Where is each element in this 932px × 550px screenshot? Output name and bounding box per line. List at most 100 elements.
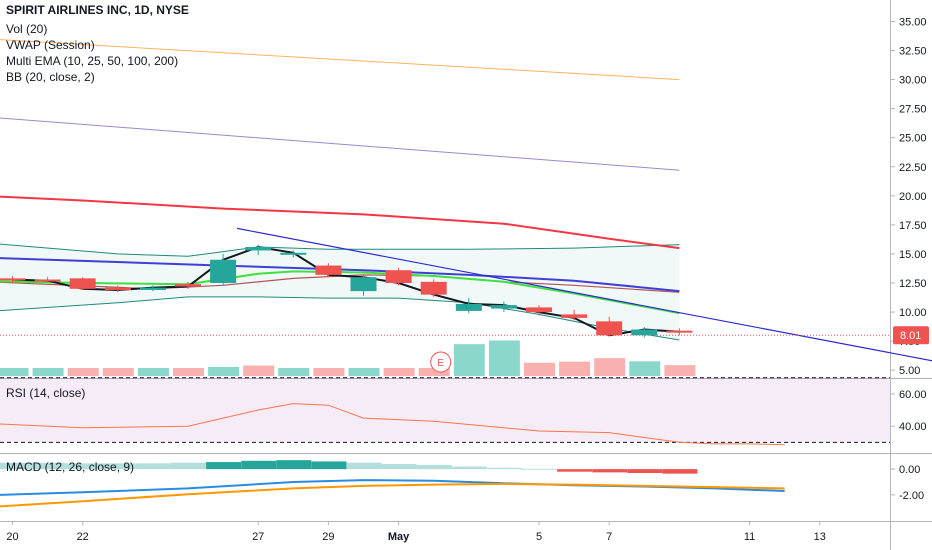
earnings-marker: [430, 351, 452, 373]
rsi-label[interactable]: RSI (14, close): [6, 386, 86, 400]
volume-bar: [102, 368, 134, 376]
date-tick-label: 29: [322, 531, 334, 543]
volume-bar: [418, 368, 450, 376]
candle-body: [175, 284, 201, 287]
volume-bar: [67, 368, 99, 376]
volume-bar: [348, 368, 380, 376]
macd-histogram-bar: [451, 466, 487, 470]
volume-bar: [488, 340, 520, 376]
volume-bar: [594, 358, 626, 376]
volume-bar: [629, 361, 661, 376]
ema-line: [0, 117, 680, 171]
candle-body: [0, 278, 26, 281]
bollinger-upper-line: [0, 243, 680, 257]
date-tick-label: 11: [744, 531, 755, 543]
volume-bar: [0, 368, 29, 376]
study-multi-ema[interactable]: Multi EMA (10, 25, 50, 100, 200): [6, 54, 179, 68]
bollinger-band-fill: [0, 244, 680, 340]
bollinger-lower-line: [0, 296, 680, 341]
candle-body: [490, 305, 517, 309]
volume-bar: [383, 368, 415, 376]
macd-histogram-bar: [241, 460, 277, 470]
candle-body: [210, 259, 237, 283]
candle-body: [245, 246, 272, 251]
trendline: [236, 227, 932, 362]
volume-bar: [278, 368, 310, 376]
macd-histogram-bar: [662, 469, 698, 474]
price-tick-label: 22.50: [899, 162, 927, 174]
price-tick-label: 27.50: [899, 104, 927, 116]
volume-bar: [664, 365, 696, 376]
date-tick-label: 5: [536, 531, 542, 543]
ema-line: [0, 39, 680, 81]
macd-tick-label: -2.00: [899, 490, 924, 502]
study-bollinger[interactable]: BB (20, close, 2): [6, 70, 95, 84]
date-tick-label: May: [388, 531, 410, 543]
volume-bar: [208, 366, 240, 376]
chart-title: SPIRIT AIRLINES INC, 1D, NYSE: [6, 3, 189, 17]
macd-histogram-bar: [522, 468, 557, 470]
study-vwap[interactable]: VWAP (Session): [6, 38, 95, 52]
rsi-tick-label: 40.00: [899, 421, 927, 433]
macd-label[interactable]: MACD (12, 26, close, 9): [6, 460, 135, 474]
price-tick-label: 15.00: [899, 249, 927, 261]
macd-histogram-bar: [206, 462, 242, 470]
price-tick-label: 5.00: [899, 365, 920, 377]
volume-bar: [173, 368, 204, 376]
volume-bar: [559, 361, 591, 376]
macd-histogram-bar: [416, 465, 452, 470]
macd-histogram-bar: [171, 462, 206, 470]
last-price-label: 8.01: [900, 330, 921, 342]
macd-histogram-bar: [346, 462, 382, 470]
candle-body: [34, 279, 61, 282]
price-tick-label: 35.00: [899, 16, 927, 28]
study-volume[interactable]: Vol (20): [6, 22, 48, 36]
candle-body: [69, 278, 96, 289]
macd-histogram-bar: [30, 462, 66, 470]
rsi-tick-label: 60.00: [899, 389, 927, 401]
date-tick-label: 13: [814, 531, 826, 543]
date-tick-label: 20: [6, 531, 18, 543]
ema-line: [0, 257, 680, 293]
date-tick-label: 27: [252, 531, 264, 543]
macd-signal-line: [0, 482, 785, 508]
macd-histogram-bar: [0, 462, 31, 470]
volume-bar: [243, 365, 275, 376]
macd-histogram-bar: [592, 469, 628, 473]
candle-body: [666, 330, 693, 333]
volume-bar: [524, 362, 555, 376]
candle-body: [104, 287, 131, 290]
macd-tick-label: 0.00: [899, 464, 920, 476]
rsi-band-fill: [0, 377, 890, 443]
macd-histogram-bar: [381, 464, 417, 470]
price-tick-label: 17.50: [899, 220, 927, 232]
volume-bar: [453, 344, 485, 376]
price-tick-label: 12.50: [899, 278, 927, 290]
macd-histogram-bar: [627, 469, 663, 473]
candle-body: [561, 314, 588, 318]
last-price-badge: [893, 326, 929, 345]
price-tick-label: 25.00: [899, 133, 927, 145]
date-tick-label: 7: [606, 531, 612, 543]
volume-bar: [32, 368, 64, 376]
candle-body: [631, 329, 658, 336]
candle-body: [385, 270, 412, 283]
candle-body: [420, 281, 447, 295]
volume-bar: [313, 368, 345, 376]
macd-histogram-bar: [135, 463, 171, 470]
candle-body: [315, 265, 342, 275]
price-tick-label: 30.00: [899, 75, 927, 87]
rsi-line: [0, 403, 785, 446]
candle-body: [596, 321, 623, 336]
volume-bar: [137, 368, 169, 376]
price-tick-label: 20.00: [899, 191, 927, 203]
earnings-marker-label: E: [437, 358, 444, 369]
macd-histogram-bar: [486, 467, 522, 470]
candle-body: [350, 277, 377, 292]
date-tick-label: 22: [77, 531, 89, 543]
macd-histogram-bar: [557, 469, 593, 472]
candle-body: [455, 303, 482, 311]
macd-histogram-bar: [276, 460, 312, 470]
price-tick-label: 32.50: [899, 46, 927, 58]
